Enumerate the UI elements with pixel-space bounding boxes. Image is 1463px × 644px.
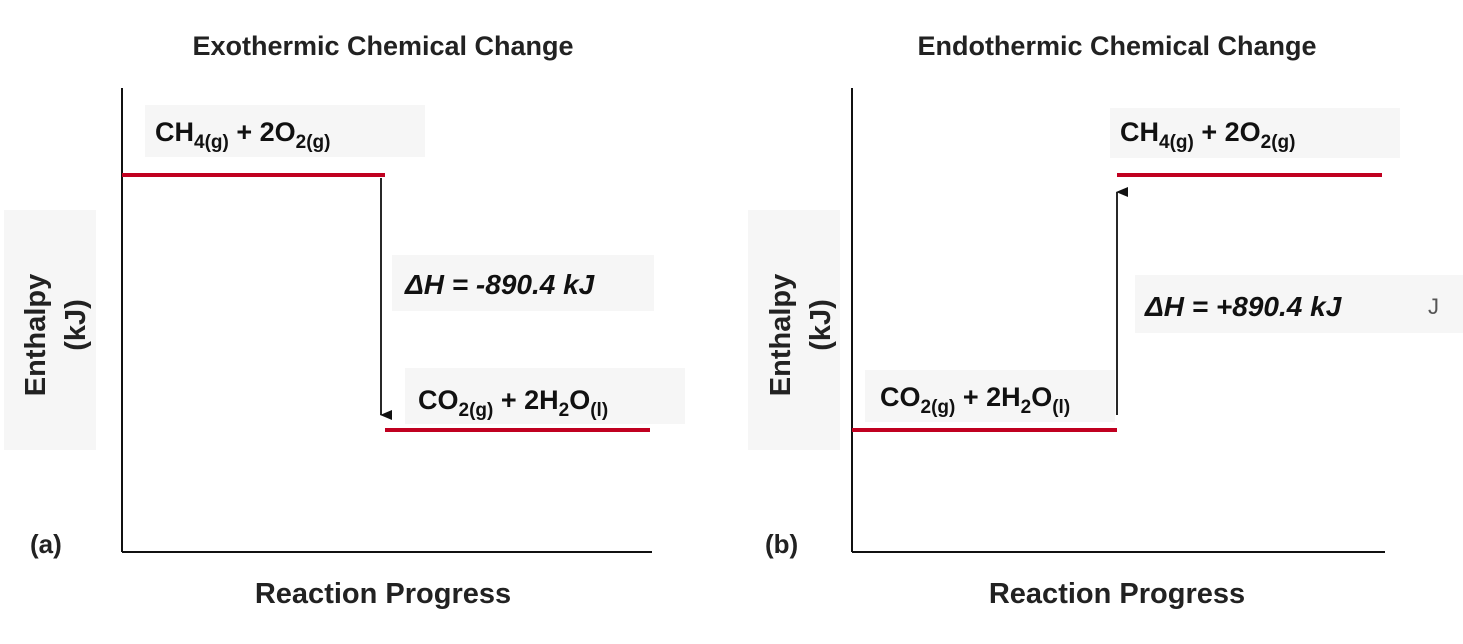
delta-h-label: ΔH = +890.4 kJ [1144, 291, 1343, 322]
formula-part: CO [880, 382, 921, 412]
formula-subscript: 2 [559, 400, 570, 421]
formula-subscript: 2(g) [1261, 132, 1296, 153]
reactant-label-background [865, 370, 1115, 422]
formula-subscript: 2(g) [921, 397, 956, 418]
y-axis-title-line1: Enthalpy [20, 274, 52, 396]
delta-h-background [392, 255, 654, 311]
y-axis-title-line2: (kJ) [60, 299, 92, 351]
reactant-label-background [145, 105, 425, 157]
formula-part: + 2H [955, 382, 1020, 412]
formula-subscript: 2 [1021, 397, 1032, 418]
y-axis-title-line1: Enthalpy [765, 274, 797, 396]
stray-mark: J [1428, 294, 1439, 319]
ylabel-background [4, 210, 96, 450]
y-axis-title-line2: (kJ) [805, 299, 837, 351]
formula-subscript: 2(g) [459, 400, 494, 421]
formula-part: + 2H [493, 385, 558, 415]
formula-subscript: 4(g) [194, 132, 229, 153]
panel-title: Endothermic Chemical Change [917, 31, 1316, 61]
panel-exothermic: Exothermic Chemical Change Enthalpy (kJ)… [4, 31, 685, 610]
formula-subscript: (l) [590, 400, 608, 421]
formula-part: CH [1120, 117, 1159, 147]
formula-part: CO [418, 385, 459, 415]
reactant-label: CH4(g) + 2O2(g) [155, 117, 330, 153]
panel-endothermic: Endothermic Chemical Change Enthalpy (kJ… [748, 31, 1463, 610]
product-label: CO2(g) + 2H2O(l) [418, 385, 608, 421]
reactant-label: CO2(g) + 2H2O(l) [880, 382, 1070, 418]
formula-part: + 2O [229, 117, 296, 147]
delta-h-background [1135, 275, 1463, 333]
panel-tag: (a) [30, 529, 62, 559]
ylabel-background [748, 210, 840, 450]
product-label-background [405, 368, 685, 424]
product-label: CH4(g) + 2O2(g) [1120, 117, 1295, 153]
formula-part: O [569, 385, 590, 415]
x-axis-title: Reaction Progress [989, 578, 1245, 610]
formula-part: CH [155, 117, 194, 147]
delta-h-label: ΔH = -890.4 kJ [404, 269, 596, 300]
x-axis-title: Reaction Progress [255, 578, 511, 610]
panel-tag: (b) [765, 529, 798, 559]
formula-part: + 2O [1194, 117, 1261, 147]
panel-title: Exothermic Chemical Change [192, 31, 573, 61]
formula-subscript: 4(g) [1159, 132, 1194, 153]
product-label-background [1110, 108, 1400, 158]
formula-subscript: (l) [1052, 397, 1070, 418]
formula-part: O [1031, 382, 1052, 412]
formula-subscript: 2(g) [296, 132, 331, 153]
